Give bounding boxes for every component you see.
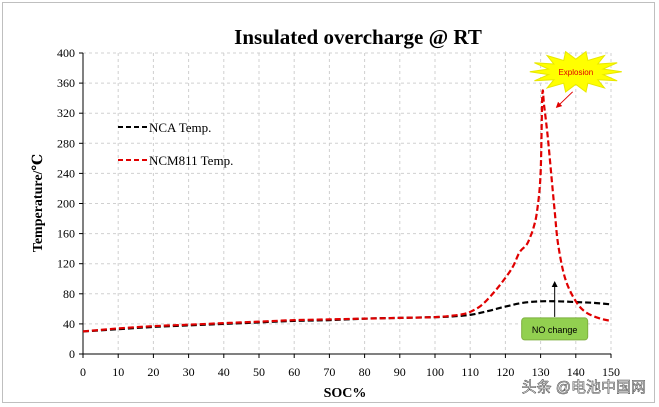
x-tick-label: 140 (567, 365, 585, 379)
y-axis-label: Temperature/℃ (31, 154, 46, 253)
y-tick-label: 280 (57, 136, 75, 150)
y-tick-label: 360 (57, 76, 75, 90)
x-tick-label: 70 (323, 365, 335, 379)
legend-label-ncm811: NCM811 Temp. (149, 153, 233, 168)
x-tick-label: 100 (426, 365, 444, 379)
chart-title: Insulated overcharge @ RT (234, 25, 482, 49)
y-tick-label: 40 (63, 317, 75, 331)
chart-frame (2, 2, 655, 403)
legend: NCA Temp. NCM811 Temp. (118, 120, 233, 168)
explosion-label: Explosion (558, 68, 593, 77)
legend-label-nca: NCA Temp. (149, 120, 211, 135)
x-tick-label: 150 (602, 365, 620, 379)
x-tick-label: 120 (496, 365, 514, 379)
watermark: 头条 @电池中国网 (522, 379, 646, 396)
x-tick-label: 80 (359, 365, 371, 379)
x-axis-label: SOC% (324, 386, 367, 401)
x-tick-label: 30 (183, 365, 195, 379)
y-tick-label: 0 (69, 347, 75, 361)
x-tick-label: 60 (288, 365, 300, 379)
no-change-box (521, 317, 589, 341)
explosion-burst (529, 50, 622, 93)
x-tick-label: 110 (461, 365, 479, 379)
y-tick-label: 400 (57, 46, 75, 60)
y-tick-label: 240 (57, 166, 75, 180)
x-tick-label: 0 (80, 365, 86, 379)
x-tick-label: 40 (218, 365, 230, 379)
x-tick-label: 20 (147, 365, 159, 379)
series-line-ncm811 (82, 89, 612, 333)
x-tick-label: 130 (532, 365, 550, 379)
no-change-label: NO change (532, 325, 578, 335)
y-tick-label: 160 (57, 227, 75, 241)
y-tick-label: 200 (57, 197, 75, 211)
y-tick-label: 320 (57, 106, 75, 120)
y-tick-label: 120 (57, 257, 75, 271)
grid (83, 52, 612, 354)
x-tick-label: 10 (112, 365, 124, 379)
y-tick-label: 80 (63, 287, 75, 301)
x-tick-label: 50 (253, 365, 265, 379)
explosion-arrow (555, 91, 574, 109)
x-tick-label: 90 (394, 365, 406, 379)
